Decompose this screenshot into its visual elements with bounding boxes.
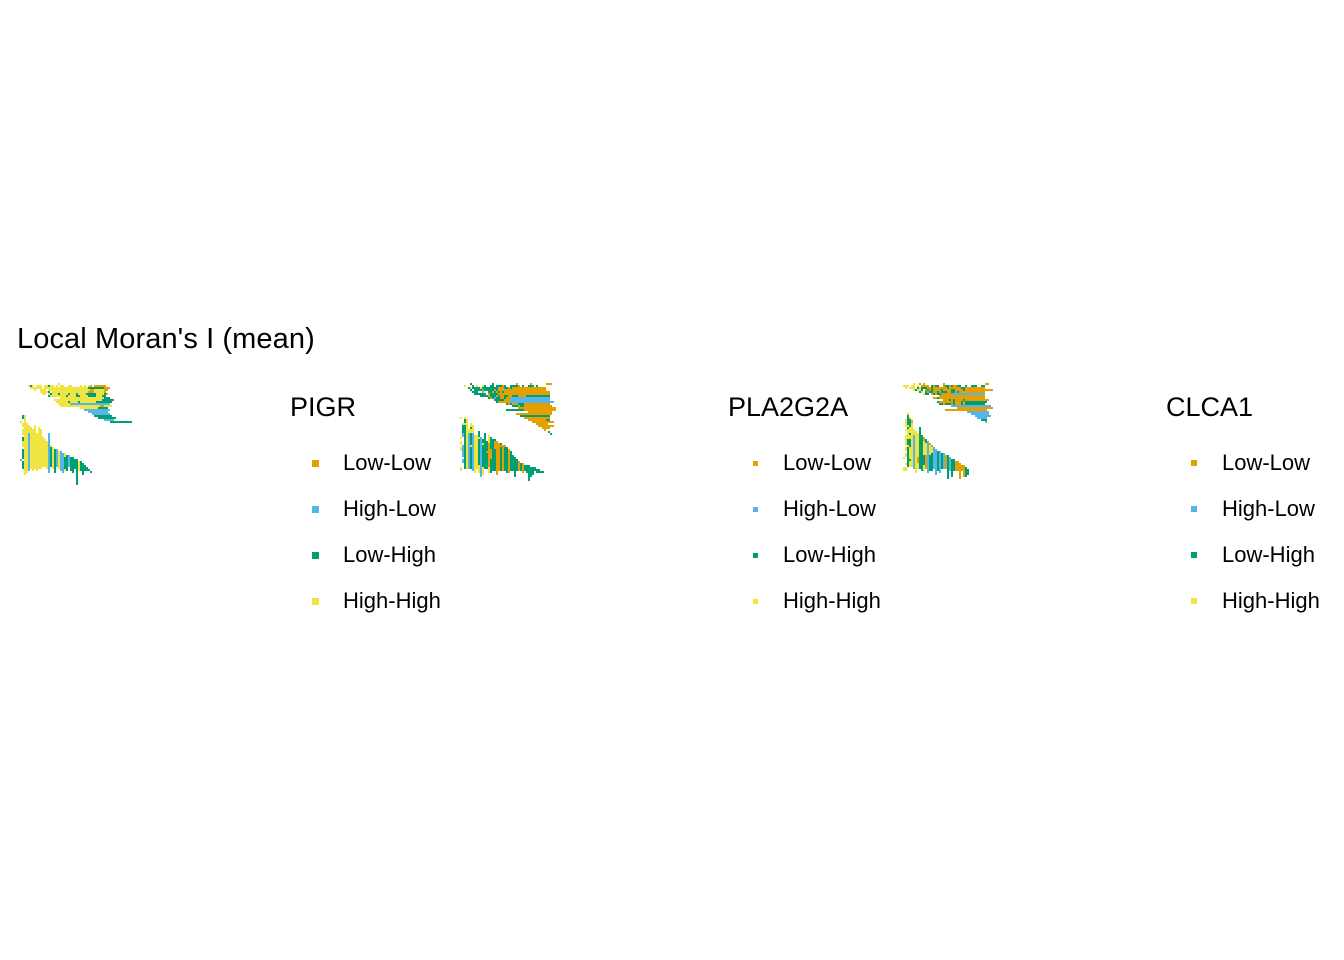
legend-label-low-high: Low-High [1222, 542, 1315, 567]
legend-swatch-high-high-icon [745, 591, 765, 611]
legend-label-high-high: High-High [1222, 588, 1320, 613]
legend-swatch-high-low-icon [745, 499, 765, 519]
spatial-map-clca1 [903, 383, 1141, 630]
panel-label-clca1: CLCA1 [1166, 392, 1254, 422]
legend-swatch-low-low-icon [745, 453, 765, 473]
legend-label-high-low: High-Low [1222, 496, 1315, 521]
legend-label-high-high: High-High [783, 588, 881, 613]
panel-label-pigr: PIGR [290, 392, 357, 422]
legend-label-low-low: Low-Low [783, 450, 872, 475]
legend-swatch-high-high-icon [1184, 591, 1204, 611]
legend-label-high-low: High-Low [783, 496, 876, 521]
legend-label-low-high: Low-High [783, 542, 876, 567]
spatial-map-pigr [20, 383, 273, 626]
legend-swatch-low-low-icon [305, 453, 325, 473]
legend-swatch-low-low-icon [1184, 453, 1204, 473]
legend-swatch-high-low-icon [1184, 499, 1204, 519]
spatial-map-pla2g2a [460, 383, 710, 632]
figure-title: Local Moran's I (mean) [17, 323, 315, 355]
legend-label-high-high: High-High [343, 588, 441, 613]
legend-swatch-low-high-icon [1184, 545, 1204, 565]
legend-label-high-low: High-Low [343, 496, 436, 521]
legend-label-low-high: Low-High [343, 542, 436, 567]
panel-label-pla2g2a: PLA2G2A [728, 392, 849, 422]
legend-swatch-high-high-icon [305, 591, 325, 611]
legend-label-low-low: Low-Low [343, 450, 432, 475]
legend-swatch-high-low-icon [305, 499, 325, 519]
legend-label-low-low: Low-Low [1222, 450, 1311, 475]
legend-swatch-low-high-icon [305, 545, 325, 565]
legend-swatch-low-high-icon [745, 545, 765, 565]
